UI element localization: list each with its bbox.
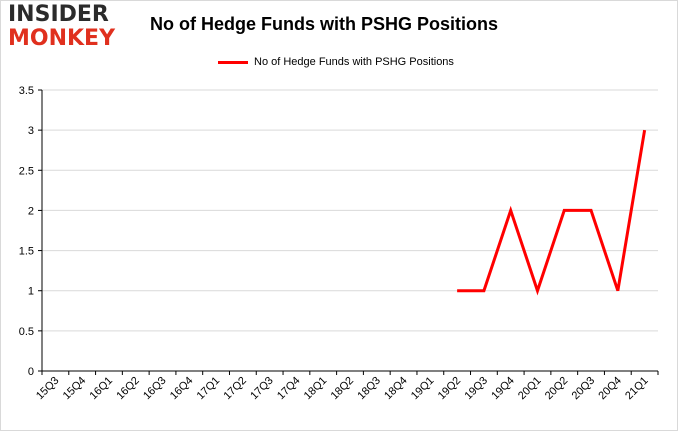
y-tick-label: 0: [28, 366, 34, 378]
series-layer: [457, 129, 647, 296]
y-tick-label: 1.5: [19, 246, 34, 258]
y-tick-label: 3.5: [19, 85, 34, 97]
x-tick-label: 20Q2: [543, 375, 571, 403]
logo-line-2: MONKEY: [8, 26, 116, 51]
x-tick-label: 17Q1: [195, 375, 223, 403]
chart-legend: No of Hedge Funds with PSHG Positions: [218, 56, 454, 68]
y-tick-label: 2.5: [19, 165, 34, 177]
x-tick-label: 19Q1: [409, 375, 437, 403]
x-tick-label: 19Q4: [489, 375, 517, 403]
x-tick-label: 19Q2: [436, 375, 464, 403]
x-tick-label: 20Q3: [570, 375, 598, 403]
x-tick-label: 17Q3: [248, 375, 276, 403]
y-axis: 0 0.5 1 1.5 2 2.5 3 3.5: [19, 85, 43, 378]
y-tick-label: 3: [28, 125, 34, 137]
y-tick-label: 0.5: [19, 326, 34, 338]
logo-line-1: INSIDER: [8, 2, 109, 27]
x-tick-label: 16Q1: [88, 375, 116, 403]
x-tick-label: 18Q1: [302, 375, 330, 403]
grid-lines: [42, 89, 658, 332]
x-tick-label: 15Q3: [34, 375, 62, 403]
legend-label: No of Hedge Funds with PSHG Positions: [254, 56, 454, 68]
x-tick-label: 21Q1: [623, 375, 651, 403]
x-tick-label: 20Q1: [516, 375, 544, 403]
insider-monkey-logo: INSIDER MONKEY: [8, 4, 128, 50]
series-line: [457, 129, 647, 296]
x-tick-label: 18Q2: [329, 375, 357, 403]
y-tick-label: 1: [28, 286, 34, 298]
x-tick-label: 16Q4: [168, 375, 196, 403]
x-tick-label: 20Q4: [596, 375, 624, 403]
x-tick-label: 17Q2: [221, 375, 249, 403]
x-tick-label: 18Q3: [355, 375, 383, 403]
chart-title: No of Hedge Funds with PSHG Positions: [150, 14, 499, 34]
x-tick-label: 19Q3: [463, 375, 491, 403]
x-tick-label: 16Q2: [114, 375, 142, 403]
x-tick-label: 15Q4: [61, 375, 89, 403]
y-tick-label: 2: [28, 205, 34, 217]
x-tick-label: 18Q4: [382, 375, 410, 403]
x-tick-label: 17Q4: [275, 375, 303, 403]
x-axis: 15Q3 15Q4 16Q1 16Q2 16Q3 16Q4 17Q1 17Q2 17Q3 17Q4…: [34, 370, 659, 403]
legend-swatch: [218, 60, 248, 64]
x-tick-label: 16Q3: [141, 375, 169, 403]
